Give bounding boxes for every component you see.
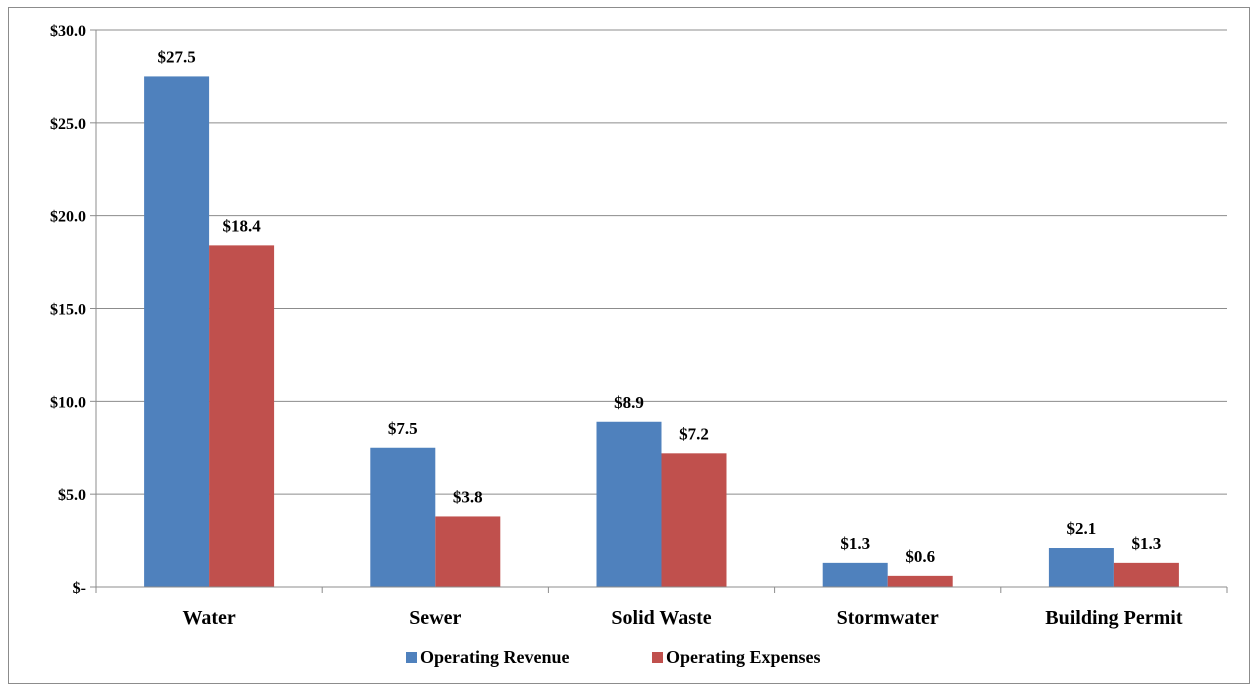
x-category-label: Building Permit (1045, 607, 1183, 629)
bar-operating-revenue (144, 76, 210, 588)
y-tick-label: $20.0 (50, 209, 86, 226)
data-label: $1.3 (1132, 534, 1162, 553)
y-tick-label: $10.0 (50, 394, 86, 411)
y-tick-label: $25.0 (50, 116, 86, 133)
x-category-label: Solid Waste (611, 607, 711, 629)
bar-operating-expenses (887, 575, 953, 587)
x-category-label: Stormwater (837, 607, 939, 629)
legend-label: Operating Expenses (666, 647, 821, 667)
legend: Operating Revenue Operating Expenses (406, 647, 821, 667)
y-tick-label: $- (73, 580, 86, 597)
bar-operating-expenses (435, 516, 501, 587)
data-label: $0.6 (905, 547, 935, 566)
legend-swatch (652, 652, 663, 663)
x-category-label: Sewer (409, 607, 461, 629)
y-tick-label: $15.0 (50, 302, 86, 319)
data-labels: $27.5 $18.4 $7.5 $3.8 $8.9 $7.2 $1.3 $0.6 $2.1 $1… (157, 47, 1161, 565)
legend-swatch (406, 652, 417, 663)
data-label: $2.1 (1067, 519, 1097, 538)
data-label: $7.5 (388, 419, 418, 438)
bar-operating-revenue (822, 562, 888, 587)
axes: $- $5.0 $10.0 $15.0 $20.0 $25.0 $30.0 Water Sewe… (50, 23, 1228, 629)
data-label: $3.8 (453, 487, 483, 506)
bar-operating-revenue (1048, 548, 1114, 587)
data-label: $8.9 (614, 393, 644, 412)
bars (144, 76, 1179, 588)
data-label: $1.3 (840, 534, 870, 553)
data-label: $27.5 (157, 47, 195, 66)
data-label: $7.2 (679, 424, 709, 443)
gridlines (96, 29, 1227, 495)
y-tick-label: $30.0 (50, 23, 86, 40)
bar-operating-expenses (1113, 562, 1179, 587)
x-category-label: Water (182, 607, 235, 629)
y-tick-label: $5.0 (58, 487, 86, 504)
bar-operating-revenue (370, 447, 436, 587)
bar-operating-revenue (596, 421, 662, 587)
data-label: $18.4 (222, 216, 261, 235)
legend-label: Operating Revenue (420, 647, 569, 667)
bar-operating-expenses (661, 453, 727, 587)
bar-operating-expenses (209, 245, 275, 587)
